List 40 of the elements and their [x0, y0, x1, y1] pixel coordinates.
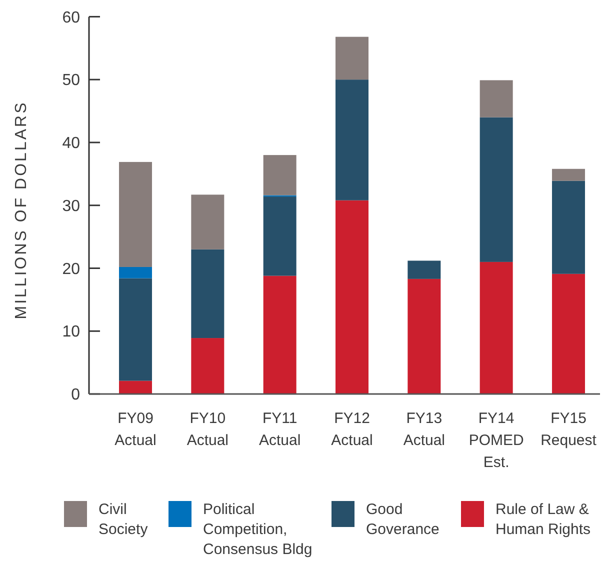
legend-label: Good Goverance [366, 501, 440, 538]
bar [191, 338, 224, 394]
bar [336, 36, 368, 80]
bar [336, 80, 368, 200]
legend-label: Political Competition, Consensus Bldg [203, 501, 312, 558]
bar [408, 260, 441, 279]
bar [263, 276, 296, 394]
y-tick-label: 0 [71, 386, 80, 404]
bar [119, 266, 152, 278]
bar [191, 249, 224, 338]
y-tick-label: 10 [62, 324, 80, 341]
x-tick-label: FY09 Actual [114, 410, 156, 449]
y-tick-label: 40 [62, 135, 80, 152]
bar [336, 200, 368, 394]
bar [191, 194, 224, 250]
y-tick-label: 60 [62, 9, 80, 26]
legend-label: Rule of Law & Human Rights [496, 501, 591, 538]
x-tick-label: FY10 Actual [186, 410, 229, 449]
y-tick-label: 30 [62, 198, 80, 215]
bar [552, 168, 585, 181]
bar [480, 80, 513, 118]
x-tick-label: FY12 Actual [331, 410, 373, 449]
x-tick-label: FY13 Actual [403, 410, 446, 449]
x-tick-label: FY15 Request [540, 410, 598, 449]
bar [119, 380, 152, 394]
x-tick-label: FY11 Actual [258, 410, 301, 449]
bar [480, 262, 513, 394]
y-tick-label: 50 [62, 72, 80, 90]
bar [119, 278, 152, 381]
y-tick-label: 20 [62, 260, 80, 278]
bar [552, 274, 585, 394]
bar [480, 117, 513, 262]
bar [119, 162, 152, 267]
legend-label: Civil Society [98, 501, 148, 538]
bar [263, 196, 296, 276]
bar [552, 180, 585, 274]
bar [408, 278, 441, 394]
y-axis-title: MILLIONS OF DOLLARS [13, 100, 30, 320]
bar [263, 155, 296, 196]
x-tick-label: FY14 POMED Est. [468, 410, 524, 471]
